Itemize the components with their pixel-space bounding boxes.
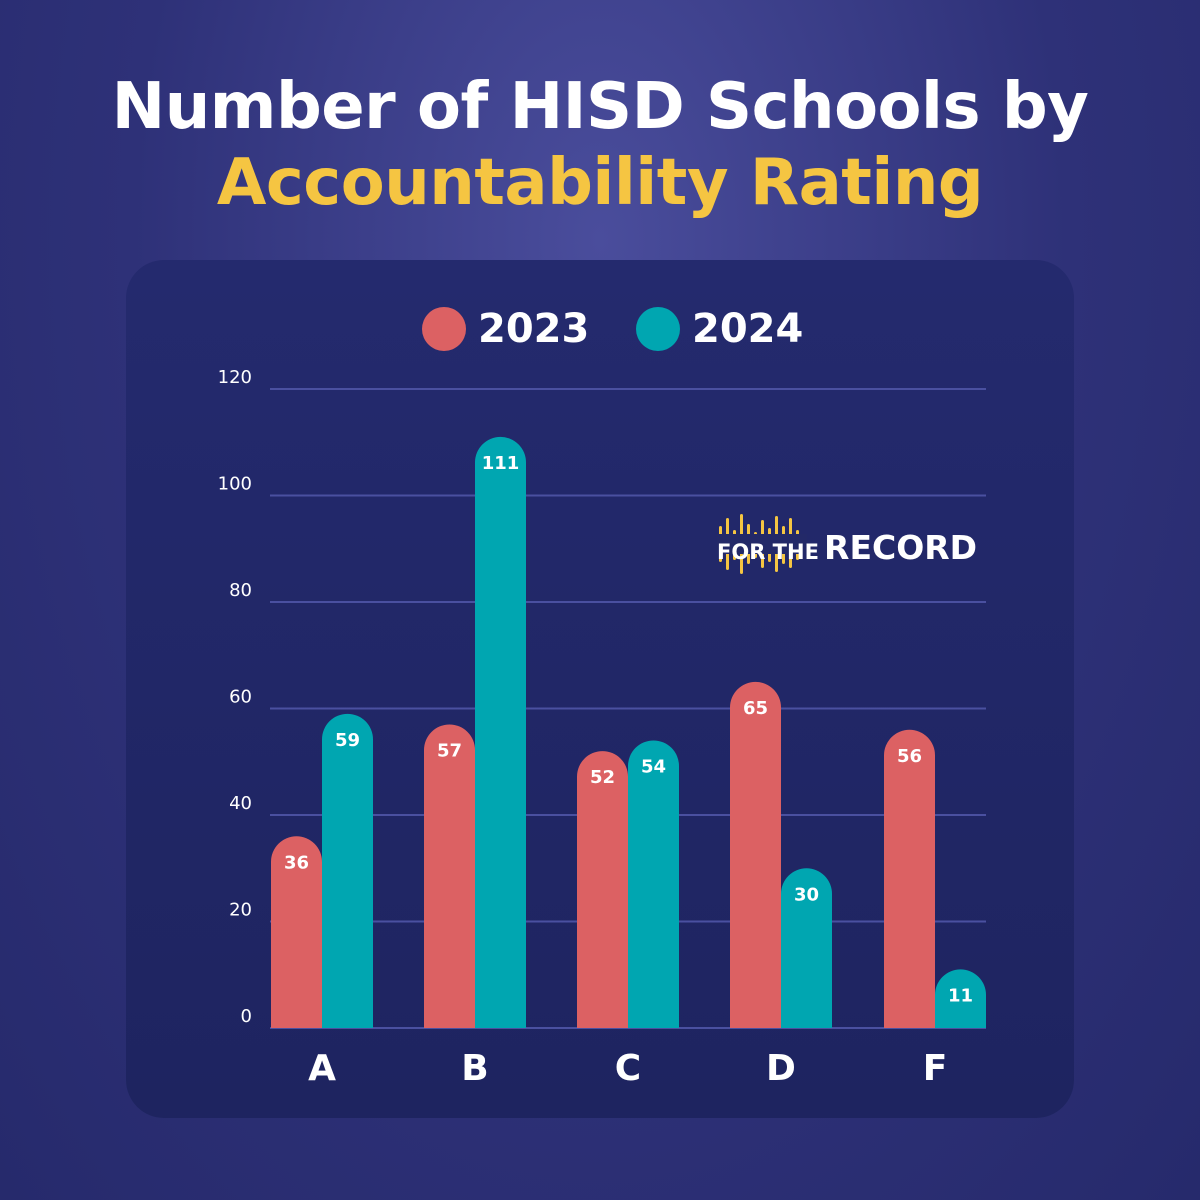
bar-A-2024 (322, 713, 373, 1028)
y-tick-label-0: 0 (241, 1006, 252, 1027)
x-tick-label-B: B (461, 1048, 488, 1089)
chart-title: Number of HISD Schools by Accountability… (0, 70, 1200, 221)
soundwave-icon (717, 514, 807, 574)
bar-B-2023 (424, 724, 475, 1028)
data-label-D-2023: 65 (743, 698, 768, 719)
data-label-C-2023: 52 (590, 767, 615, 788)
y-tick-label-20: 20 (229, 900, 252, 921)
x-tick-label-F: F (923, 1048, 948, 1089)
data-label-A-2024: 59 (335, 730, 360, 751)
data-label-D-2024: 30 (794, 884, 819, 905)
bar-A-2023 (271, 836, 322, 1028)
bar-F-2023 (884, 729, 935, 1028)
data-label-F-2023: 56 (897, 746, 922, 767)
bar-F-2024 (935, 969, 986, 1028)
data-label-B-2023: 57 (437, 740, 462, 761)
bar-C-2024 (628, 740, 679, 1028)
data-label-B-2024: 111 (482, 453, 520, 474)
title-line-2: Accountability Rating (216, 145, 984, 220)
y-tick-label-80: 80 (229, 580, 252, 601)
y-tick-label-120: 120 (218, 367, 252, 388)
data-label-C-2024: 54 (641, 756, 666, 777)
y-tick-label-100: 100 (218, 474, 252, 495)
brand-wordmark: FOR THE RECORD (717, 528, 977, 567)
title-line-1: Number of HISD Schools by (111, 70, 1089, 144)
x-tick-label-D: D (766, 1048, 796, 1089)
for-the-record-logo: FOR THE RECORD (717, 512, 977, 578)
data-label-F-2024: 11 (948, 985, 973, 1006)
y-tick-label-40: 40 (229, 793, 252, 814)
x-tick-label-C: C (615, 1048, 641, 1089)
x-tick-label-A: A (308, 1048, 336, 1089)
bar-B-2024 (475, 436, 526, 1028)
brand-text-small: FOR THE (717, 540, 819, 564)
bar-D-2024 (781, 868, 832, 1028)
data-label-A-2023: 36 (284, 852, 309, 873)
brand-text-big: RECORD (824, 528, 978, 567)
y-tick-label-60: 60 (229, 687, 252, 708)
bar-D-2023 (730, 681, 781, 1028)
bar-C-2023 (577, 751, 628, 1028)
